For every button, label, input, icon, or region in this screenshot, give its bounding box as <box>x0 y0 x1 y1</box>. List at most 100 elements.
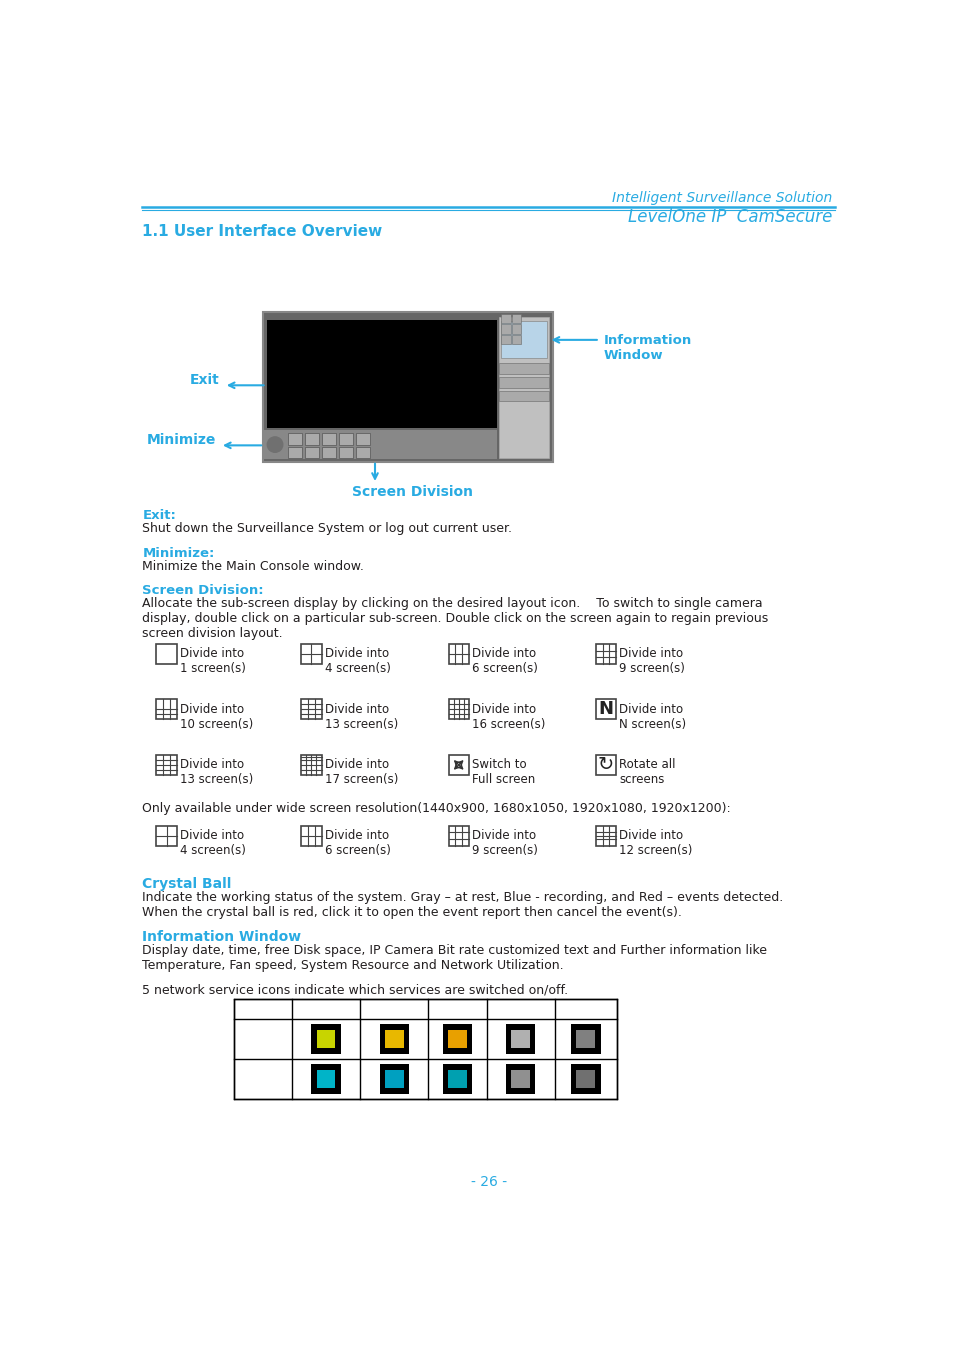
Text: Divide into
12 screen(s): Divide into 12 screen(s) <box>618 829 692 857</box>
Bar <box>322 433 335 446</box>
Bar <box>505 1025 535 1053</box>
Bar <box>264 429 497 459</box>
Text: Rotate all
screens: Rotate all screens <box>618 757 675 786</box>
Text: Stop: Stop <box>247 1068 278 1081</box>
Text: Divide into
16 screen(s): Divide into 16 screen(s) <box>472 702 545 730</box>
Bar <box>262 312 553 462</box>
Bar <box>571 1025 599 1053</box>
Bar <box>233 999 617 1099</box>
Bar <box>339 433 353 446</box>
Text: 2012/12/08
11:20:30
eMMe: 2012/12/08 11:20:30 eMMe <box>502 324 534 340</box>
Text: Divide into
17 screen(s): Divide into 17 screen(s) <box>324 757 397 786</box>
Text: Switch to
Full screen: Switch to Full screen <box>472 757 535 786</box>
Bar <box>448 1069 466 1088</box>
Text: Divide into
13 screen(s): Divide into 13 screen(s) <box>324 702 397 730</box>
Bar <box>500 313 510 323</box>
Bar <box>511 1030 530 1048</box>
Bar <box>356 433 370 446</box>
Text: CMS: CMS <box>572 999 598 1011</box>
Bar <box>322 447 335 458</box>
Bar <box>512 335 521 344</box>
Bar <box>596 699 616 720</box>
Text: Allocate the sub-screen display by clicking on the desired layout icon.    To sw: Allocate the sub-screen display by click… <box>142 597 768 640</box>
Bar <box>385 1030 403 1048</box>
Text: Divide into
9 screen(s): Divide into 9 screen(s) <box>618 647 684 675</box>
Bar <box>596 755 616 775</box>
Text: Divide into
6 screen(s): Divide into 6 screen(s) <box>324 829 390 857</box>
Bar <box>301 826 321 845</box>
Text: Information
Window: Information Window <box>603 333 691 362</box>
Bar <box>448 1030 466 1048</box>
Bar <box>442 1025 472 1053</box>
Bar <box>512 324 521 333</box>
Text: Divide into
N screen(s): Divide into N screen(s) <box>618 702 685 730</box>
Text: Information Window: Information Window <box>142 930 301 944</box>
Bar <box>596 644 616 664</box>
Text: 5 network service icons indicate which services are switched on/off.: 5 network service icons indicate which s… <box>142 984 568 996</box>
Text: LiveView: LiveView <box>298 999 354 1011</box>
Bar <box>448 826 468 845</box>
Text: Desktop: Desktop <box>495 999 546 1011</box>
Bar <box>500 324 510 333</box>
Text: Divide into
10 screen(s): Divide into 10 screen(s) <box>179 702 253 730</box>
Bar <box>311 1064 340 1094</box>
Bar <box>156 699 176 720</box>
Bar <box>498 390 548 401</box>
Bar <box>498 363 548 374</box>
Bar <box>500 335 510 344</box>
Text: Exit:: Exit: <box>142 509 176 521</box>
Bar <box>311 1025 340 1053</box>
Text: ↻: ↻ <box>598 756 614 775</box>
Bar <box>316 1069 335 1088</box>
Bar <box>379 1064 409 1094</box>
Bar <box>288 433 302 446</box>
Text: Minimize: Minimize <box>147 433 216 447</box>
Text: Divide into
13 screen(s): Divide into 13 screen(s) <box>179 757 253 786</box>
Text: Intelligent Surveillance Solution: Intelligent Surveillance Solution <box>612 192 831 205</box>
Bar <box>571 1064 599 1094</box>
Bar <box>301 699 321 720</box>
Text: Exit: Exit <box>190 373 220 387</box>
Text: Indicate the working status of the system. Gray – at rest, Blue - recording, and: Indicate the working status of the syste… <box>142 891 783 919</box>
Text: Shut down the Surveillance System or log out current user.: Shut down the Surveillance System or log… <box>142 521 512 535</box>
Bar <box>576 1030 595 1048</box>
Bar <box>448 699 468 720</box>
Bar <box>156 826 176 845</box>
Text: Playback: Playback <box>366 999 422 1011</box>
Text: Screen Division:: Screen Division: <box>142 585 264 597</box>
Bar <box>267 320 497 428</box>
Bar <box>442 1064 472 1094</box>
Bar <box>316 1030 335 1048</box>
Bar <box>305 447 319 458</box>
Bar <box>448 644 468 664</box>
Bar <box>156 755 176 775</box>
Circle shape <box>267 437 282 452</box>
Text: 1.1 User Interface Overview: 1.1 User Interface Overview <box>142 224 382 239</box>
Bar <box>498 317 548 458</box>
Bar <box>379 1025 409 1053</box>
Text: Divide into
4 screen(s): Divide into 4 screen(s) <box>324 647 390 675</box>
Bar <box>511 1069 530 1088</box>
Text: Minimize:: Minimize: <box>142 547 214 560</box>
Text: Divide into
9 screen(s): Divide into 9 screen(s) <box>472 829 537 857</box>
Bar <box>356 447 370 458</box>
Bar <box>512 313 521 323</box>
Text: - 26 -: - 26 - <box>471 1174 506 1188</box>
Bar <box>500 321 546 358</box>
Text: Crystal Ball: Crystal Ball <box>142 878 232 891</box>
Bar <box>305 433 319 446</box>
Text: Only available under wide screen resolution(1440x900, 1680x1050, 1920x1080, 1920: Only available under wide screen resolut… <box>142 802 731 815</box>
Text: Minimize the Main Console window.: Minimize the Main Console window. <box>142 560 364 574</box>
Bar <box>505 1064 535 1094</box>
Text: Screen Division: Screen Division <box>352 486 473 500</box>
Bar <box>288 447 302 458</box>
Bar <box>448 755 468 775</box>
Text: Divide into
4 screen(s): Divide into 4 screen(s) <box>179 829 245 857</box>
Bar <box>596 826 616 845</box>
Bar <box>498 377 548 387</box>
Bar <box>576 1069 595 1088</box>
Text: Start: Start <box>246 1027 280 1041</box>
Text: LevelOne IP  CamSecure: LevelOne IP CamSecure <box>627 208 831 227</box>
Bar <box>301 755 321 775</box>
Text: Divide into
1 screen(s): Divide into 1 screen(s) <box>179 647 245 675</box>
